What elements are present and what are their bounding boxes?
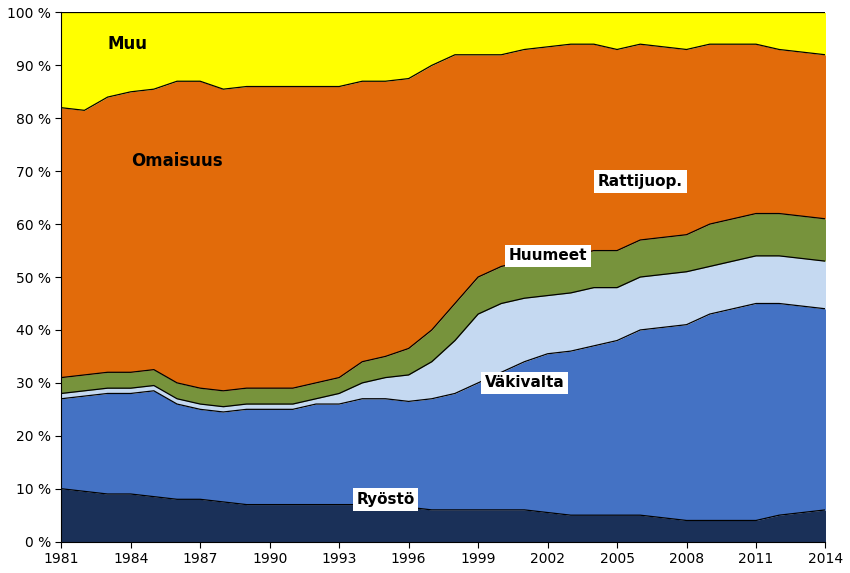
Text: Muu: Muu <box>108 35 148 53</box>
Text: Huumeet: Huumeet <box>508 248 586 264</box>
Text: Ryöstö: Ryöstö <box>356 492 415 507</box>
Text: Omaisuus: Omaisuus <box>131 152 223 170</box>
Text: Rattijuop.: Rattijuop. <box>598 174 683 189</box>
Text: Väkivalta: Väkivalta <box>484 375 564 390</box>
